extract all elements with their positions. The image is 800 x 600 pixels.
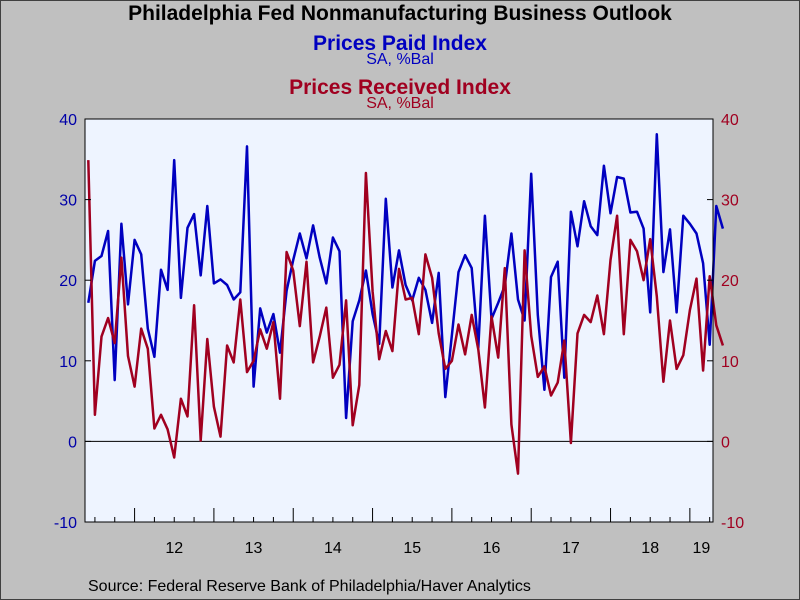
series-1-title: Prices Paid Index <box>313 32 487 55</box>
left-y-tick-label: 30 <box>59 193 77 210</box>
x-tick-label: 16 <box>483 540 501 557</box>
right-y-tick-label: 30 <box>721 193 739 210</box>
x-tick-label: 17 <box>562 540 580 557</box>
plot-border <box>84 118 714 523</box>
x-tick-label: 13 <box>245 540 263 557</box>
left-y-tick-label: 10 <box>59 354 77 371</box>
left-y-tick-label: -10 <box>54 515 77 532</box>
x-tick-label: 15 <box>403 540 421 557</box>
x-tick-label: 19 <box>693 540 711 557</box>
x-tick-label: 18 <box>641 540 659 557</box>
right-y-tick-label: 20 <box>721 273 739 290</box>
series-line-2 <box>87 160 725 475</box>
right-y-tick-label: 40 <box>721 112 739 129</box>
right-y-tick-label: 0 <box>721 434 730 451</box>
series-line-1 <box>87 133 725 420</box>
plot-area <box>85 119 713 522</box>
series-2-title: Prices Received Index <box>289 76 511 99</box>
chart-title: Philadelphia Fed Nonmanufacturing Busine… <box>128 2 672 25</box>
left-y-tick-label: 20 <box>59 273 77 290</box>
x-tick-label: 14 <box>324 540 342 557</box>
right-y-tick-label: 10 <box>721 354 739 371</box>
left-y-tick-label: 0 <box>68 434 77 451</box>
left-y-tick-label: 40 <box>59 112 77 129</box>
x-tick-label: 12 <box>165 540 183 557</box>
right-y-tick-label: -10 <box>721 515 744 532</box>
series-2-subtitle: SA, %Bal <box>366 95 434 112</box>
series-1-subtitle: SA, %Bal <box>366 51 434 68</box>
source-note: Source: Federal Reserve Bank of Philadel… <box>88 578 531 595</box>
